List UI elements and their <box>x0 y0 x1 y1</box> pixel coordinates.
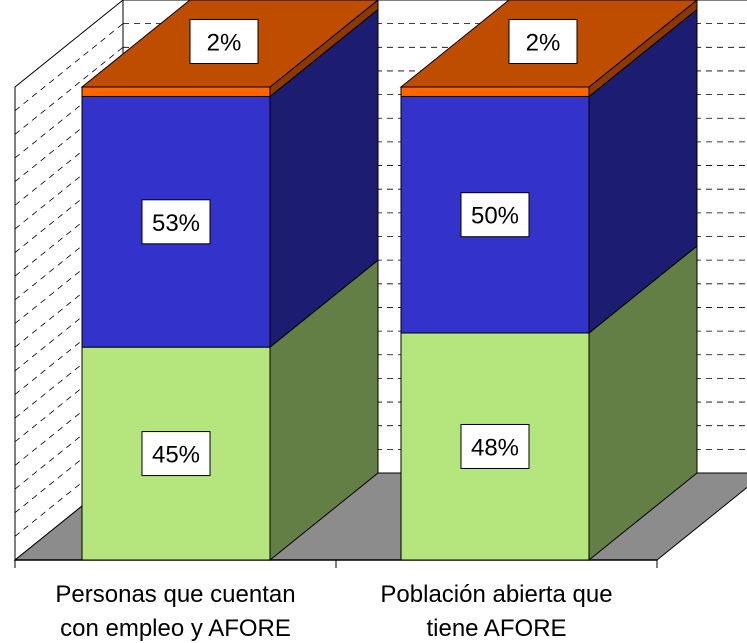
data-label: 48% <box>460 423 530 469</box>
data-label-text: 2% <box>207 30 242 57</box>
data-label-box <box>141 199 211 245</box>
data-label-text: 2% <box>526 30 561 57</box>
category-label: Personas que cuentan <box>55 581 295 608</box>
data-label-text: 45% <box>152 442 200 469</box>
bar-front <box>81 86 271 97</box>
data-label: 2% <box>189 19 259 64</box>
data-label-box <box>141 431 211 477</box>
gridline-side <box>14 46 124 135</box>
data-label-box <box>460 192 530 238</box>
data-label: 45% <box>141 431 211 477</box>
category-labels: Personas que cuentan con empleo y AFORE Po… <box>55 581 612 642</box>
gridline-side <box>14 23 124 111</box>
bar-side <box>588 0 698 98</box>
data-label-box <box>508 19 578 64</box>
category-label: Población abierta que <box>380 581 612 608</box>
data-label-box <box>189 19 259 64</box>
data-labels: 45% 53% 2% 48% 50% 2% <box>141 19 578 477</box>
category-label: tiene AFORE <box>426 615 566 642</box>
data-label-text: 53% <box>152 210 200 237</box>
data-label-text: 48% <box>471 434 519 461</box>
category-label: con empleo y AFORE <box>60 615 291 642</box>
data-label: 50% <box>460 192 530 238</box>
data-label-text: 50% <box>471 203 519 230</box>
data-label-box <box>460 423 530 469</box>
data-label: 2% <box>508 19 578 64</box>
bar-side <box>269 0 379 98</box>
data-label: 53% <box>141 199 211 245</box>
bar-front <box>400 86 590 97</box>
